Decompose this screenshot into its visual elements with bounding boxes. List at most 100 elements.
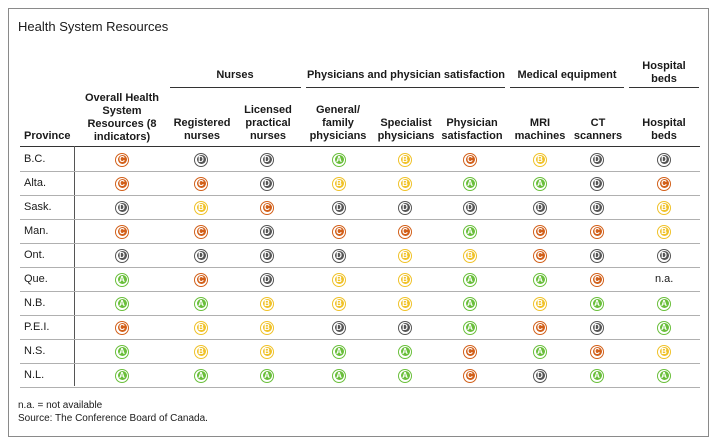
grade-badge: C — [194, 177, 208, 191]
grade-badge: B — [260, 297, 274, 311]
row-divider — [20, 219, 700, 220]
col-registered: Registered nurses — [173, 117, 231, 142]
row-divider — [20, 387, 700, 388]
grade-badge: C — [115, 177, 129, 191]
grade-badge: D — [115, 249, 129, 263]
col-beds: Hospital beds — [642, 117, 686, 142]
grade-badge: D — [260, 153, 274, 167]
grade-letter: B — [659, 347, 669, 356]
grade-badge: B — [332, 297, 346, 311]
grade-badge: C — [533, 321, 547, 335]
province-label: Que. — [24, 273, 48, 285]
grade-letter: B — [334, 275, 344, 284]
grade-letter: B — [196, 323, 206, 332]
grade-letter: D — [592, 323, 602, 332]
row-divider — [20, 195, 700, 196]
grade-letter: D — [400, 323, 410, 332]
grade-letter: B — [196, 347, 206, 356]
page-title: Health System Resources — [18, 19, 169, 34]
row-divider — [20, 339, 700, 340]
grade-letter: A — [659, 371, 669, 380]
grade-letter: A — [117, 347, 127, 356]
grade-badge: C — [194, 273, 208, 287]
grade-letter: D — [334, 323, 344, 332]
grade-letter: B — [400, 251, 410, 260]
group-nurses-rule — [170, 87, 301, 88]
grade-badge: D — [590, 201, 604, 215]
col-province: Province — [24, 130, 71, 142]
grade-badge: B — [398, 153, 412, 167]
grade-badge: D — [332, 321, 346, 335]
footnote-source: Source: The Conference Board of Canada. — [18, 413, 208, 424]
grade-letter: C — [196, 275, 206, 284]
grade-na: n.a. — [655, 273, 674, 285]
grade-letter: C — [400, 227, 410, 236]
grade-badge: D — [332, 201, 346, 215]
table-frame — [8, 8, 709, 437]
grade-badge: B — [533, 297, 547, 311]
grade-letter: C — [196, 227, 206, 236]
grade-badge: D — [590, 321, 604, 335]
grade-letter: D — [262, 251, 272, 260]
grade-badge: D — [194, 153, 208, 167]
grade-badge: C — [260, 201, 274, 215]
grade-badge: B — [657, 201, 671, 215]
grade-letter: A — [117, 275, 127, 284]
grade-badge: A — [194, 369, 208, 383]
grade-letter: B — [262, 347, 272, 356]
grade-letter: C — [262, 203, 272, 212]
grade-badge: C — [657, 177, 671, 191]
grade-letter: D — [262, 179, 272, 188]
grade-badge: C — [194, 225, 208, 239]
grade-badge: A — [657, 297, 671, 311]
grade-letter: A — [535, 179, 545, 188]
grade-letter: C — [592, 227, 602, 236]
grade-letter: C — [117, 227, 127, 236]
grade-badge: B — [398, 177, 412, 191]
grade-badge: C — [463, 153, 477, 167]
group-equipment-rule — [510, 87, 624, 88]
grade-badge: C — [398, 225, 412, 239]
grade-letter: D — [117, 251, 127, 260]
grade-letter: D — [592, 203, 602, 212]
grade-badge: B — [332, 177, 346, 191]
grade-badge: A — [332, 153, 346, 167]
group-nurses: Nurses — [216, 69, 254, 81]
grade-badge: C — [115, 225, 129, 239]
grade-badge: C — [590, 273, 604, 287]
grade-badge: A — [657, 321, 671, 335]
row-divider — [20, 363, 700, 364]
grade-badge: C — [115, 321, 129, 335]
grade-letter: A — [659, 323, 669, 332]
grade-badge: B — [260, 321, 274, 335]
grade-letter: D — [535, 371, 545, 380]
province-label: N.L. — [24, 369, 45, 381]
grade-badge: A — [398, 345, 412, 359]
grade-letter: A — [465, 275, 475, 284]
grade-badge: A — [332, 369, 346, 383]
grade-letter: A — [117, 299, 127, 308]
grade-letter: D — [334, 203, 344, 212]
grade-badge: B — [398, 273, 412, 287]
grade-badge: A — [590, 297, 604, 311]
grade-letter: B — [334, 299, 344, 308]
row-divider — [20, 267, 700, 268]
grade-badge: B — [657, 225, 671, 239]
grade-badge: C — [332, 225, 346, 239]
grade-badge: B — [194, 321, 208, 335]
grade-letter: A — [465, 227, 475, 236]
grade-badge: B — [657, 345, 671, 359]
grade-badge: D — [398, 201, 412, 215]
grade-badge: A — [533, 345, 547, 359]
grade-letter: A — [334, 155, 344, 164]
province-label: Ont. — [24, 249, 45, 261]
grade-letter: A — [262, 371, 272, 380]
grade-badge: C — [590, 345, 604, 359]
grade-badge: D — [398, 321, 412, 335]
grade-badge: B — [332, 273, 346, 287]
grade-letter: D — [592, 155, 602, 164]
province-label: P.E.I. — [24, 321, 50, 333]
grade-letter: D — [592, 251, 602, 260]
grade-letter: B — [535, 155, 545, 164]
header-rule — [20, 146, 700, 147]
